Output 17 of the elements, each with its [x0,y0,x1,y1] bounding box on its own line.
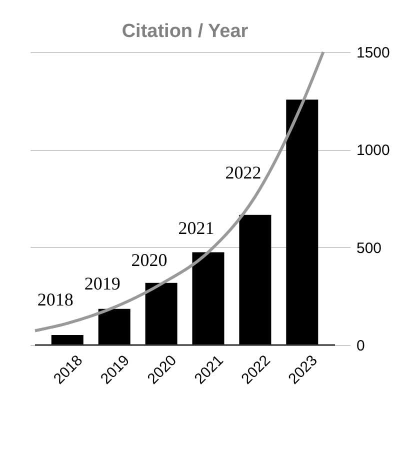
y-tick-label: 1500 [356,44,390,62]
bar [192,252,224,345]
annotation: 2022 [225,162,262,183]
annotation: 2019 [84,273,120,294]
bar [145,282,178,345]
y-tick-label: 0 [356,338,365,354]
chart-title: Citation / Year [122,21,249,42]
annotation: 2020 [131,250,168,270]
bar [239,214,272,345]
bar [286,100,318,345]
y-tick-label: 1000 [356,142,390,160]
bar [51,335,84,345]
bar [98,308,130,345]
line-series [34,50,325,332]
annotation: 2021 [178,218,214,238]
annotation: 2018 [37,289,74,310]
y-tick-label: 500 [356,240,382,257]
